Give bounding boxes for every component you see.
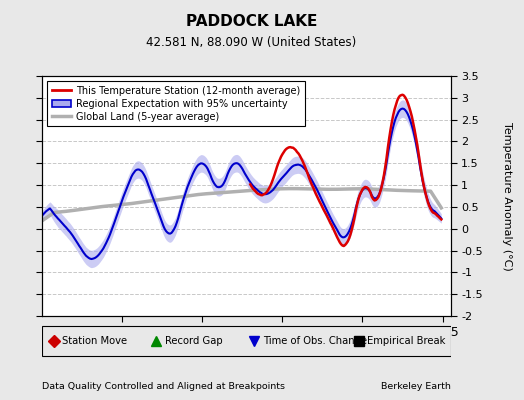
Y-axis label: Temperature Anomaly (°C): Temperature Anomaly (°C) [502,122,512,270]
Text: Record Gap: Record Gap [165,336,222,346]
Text: Empirical Break: Empirical Break [367,336,445,346]
Text: PADDOCK LAKE: PADDOCK LAKE [186,14,317,30]
Text: Data Quality Controlled and Aligned at Breakpoints: Data Quality Controlled and Aligned at B… [42,382,285,391]
FancyBboxPatch shape [42,326,451,356]
Legend: This Temperature Station (12-month average), Regional Expectation with 95% uncer: This Temperature Station (12-month avera… [47,81,305,126]
Text: 42.581 N, 88.090 W (United States): 42.581 N, 88.090 W (United States) [146,36,357,49]
Text: Time of Obs. Change: Time of Obs. Change [263,336,367,346]
Text: Station Move: Station Move [62,336,127,346]
Text: Berkeley Earth: Berkeley Earth [381,382,451,391]
